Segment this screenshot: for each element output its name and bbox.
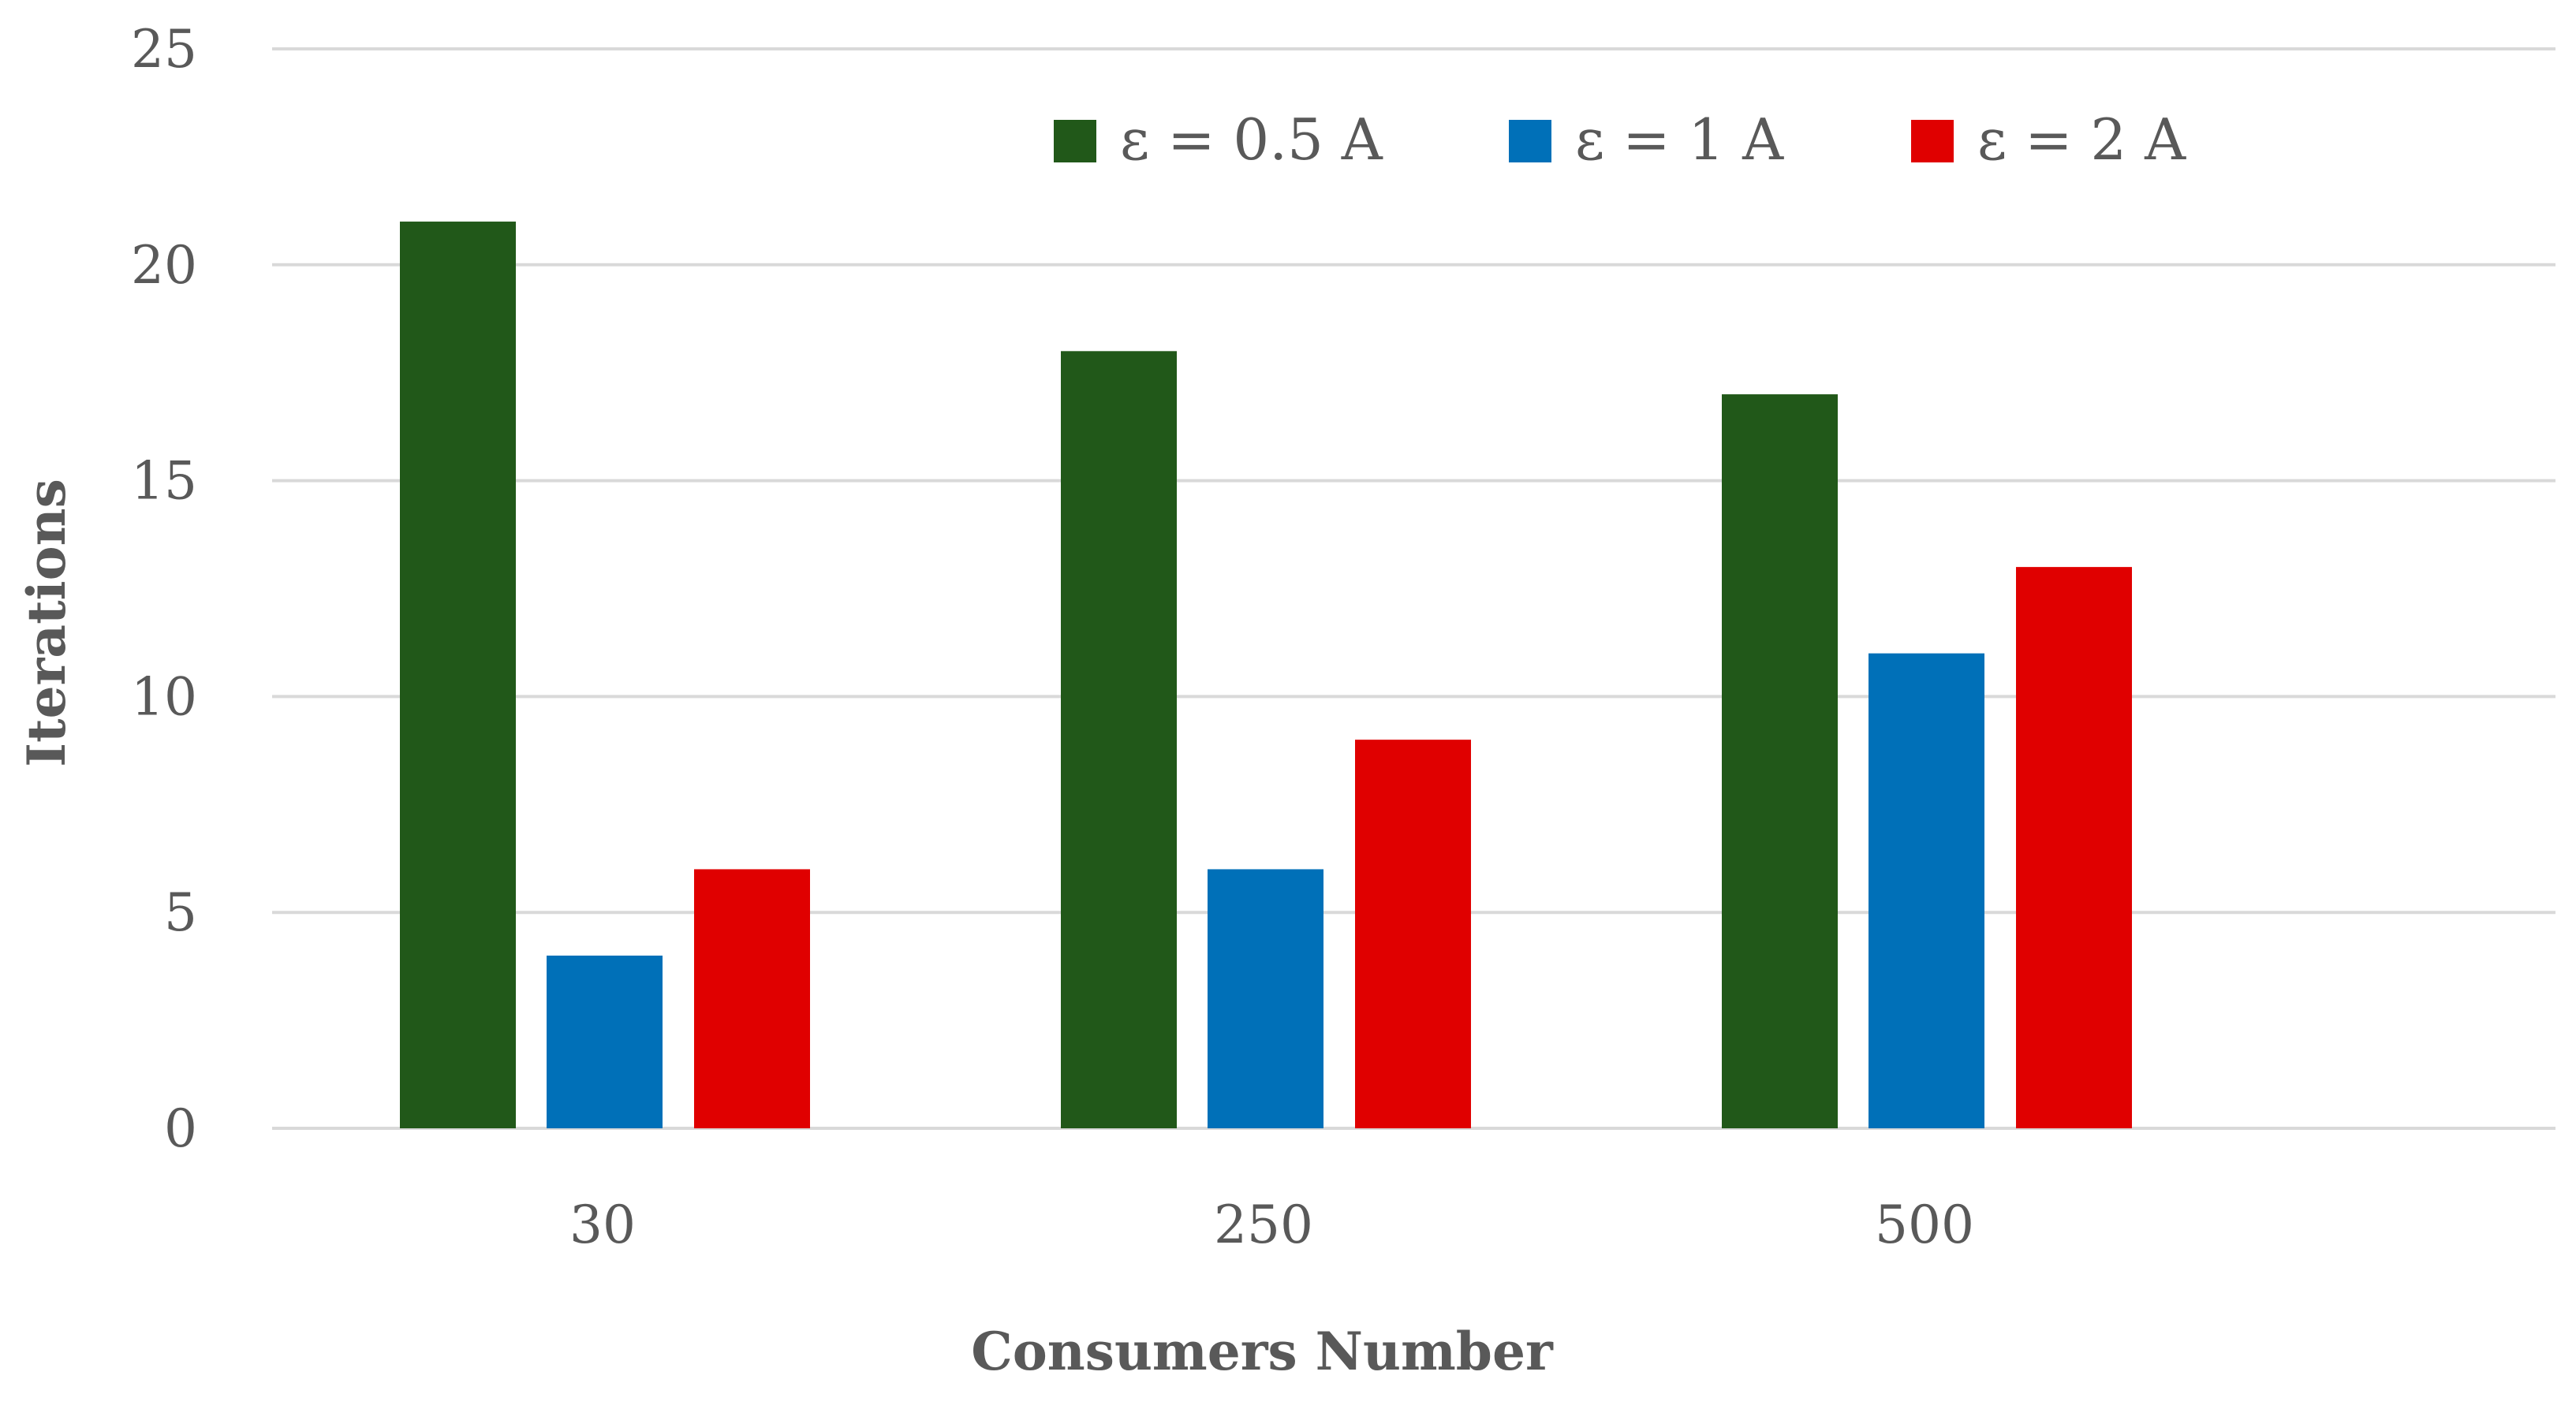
y-tick-label: 20 [131,235,197,296]
bar-500-series-3 [2016,567,2132,1128]
x-tick-label: 500 [1875,1195,1974,1255]
legend-swatch [1054,120,1096,162]
bar-250-series-3 [1355,740,1471,1128]
legend-item: ε = 1 A [1509,106,1784,173]
legend: ε = 0.5 A ε = 1 A ε = 2 A [1054,106,2186,173]
y-tick-label: 0 [164,1098,197,1159]
legend-swatch [1911,120,1954,162]
y-tick-label: 25 [131,19,197,80]
bar-250-series-2 [1208,869,1323,1128]
legend-item: ε = 0.5 A [1054,106,1383,173]
x-tick-label: 250 [1214,1195,1313,1255]
legend-item: ε = 2 A [1911,106,2186,173]
bar-250-series-1 [1061,351,1177,1128]
bar-500-series-1 [1722,394,1838,1129]
bar-500-series-2 [1869,653,1984,1128]
legend-label: ε = 0.5 A [1120,106,1383,173]
x-axis-title: Consumers Number [971,1321,1554,1382]
x-tick-label: 30 [569,1195,636,1255]
bar-30-series-2 [547,955,663,1128]
y-tick-label: 5 [164,882,197,943]
y-axis-title: Iterations [16,479,77,767]
x-axis-ticks: 30 250 500 [569,1195,1974,1255]
bar-30-series-1 [400,222,516,1128]
legend-label: ε = 1 A [1575,106,1784,173]
bars [400,222,2132,1129]
y-tick-label: 10 [131,666,197,727]
gridlines [272,47,2555,1130]
legend-swatch [1509,120,1551,162]
bar-30-series-3 [694,869,810,1128]
y-tick-label: 15 [131,451,197,512]
legend-label: ε = 2 A [1977,106,2186,173]
y-axis-ticks: 0 5 10 15 20 25 [131,19,197,1159]
